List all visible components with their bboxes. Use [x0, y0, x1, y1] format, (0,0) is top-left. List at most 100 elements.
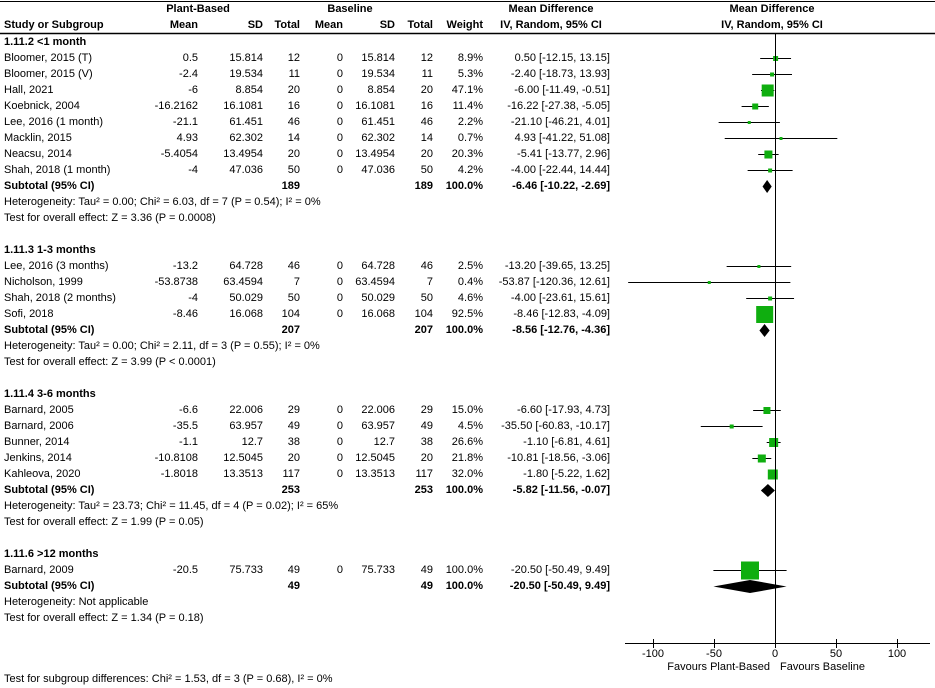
n2-cell: 46: [420, 260, 433, 272]
group-title: 1.11.6 >12 months: [4, 548, 99, 560]
sd2-cell: 64.728: [361, 260, 395, 272]
sd1-cell: 63.4594: [223, 276, 263, 288]
study-row: Sofi, 2018 -8.46 16.068 104 0 16.068 104 92.5% -…: [0, 306, 935, 322]
weight-cell: 2.2%: [457, 116, 483, 128]
mean2-cell: 0: [336, 68, 343, 80]
mean2-cell: 0: [336, 260, 343, 272]
mean1-cell: -1.8018: [160, 468, 198, 480]
effect-test-row: Test for overall effect: Z = 3.36 (P = 0…: [0, 210, 935, 226]
axis-tick-label: -50: [706, 648, 722, 660]
effect-test-row: Test for overall effect: Z = 1.34 (P = 0…: [0, 610, 935, 626]
heterogeneity-text: Heterogeneity: Not applicable: [4, 596, 149, 608]
sd1-cell: 12.5045: [223, 452, 263, 464]
weight-cell: 100.0%: [445, 324, 483, 336]
n1-cell: 14: [287, 132, 300, 144]
mean1-cell: -13.2: [172, 260, 198, 272]
study-name-cell: Lee, 2016 (1 month): [4, 116, 104, 128]
weight-cell: 100.0%: [445, 484, 483, 496]
study-row: Bloomer, 2015 (V) -2.4 19.534 11 0 19.534 11 5.…: [0, 66, 935, 82]
study-name-cell: Koebnick, 2004: [4, 100, 80, 112]
sd1-cell: 75.733: [229, 564, 263, 576]
n1-cell: 207: [281, 324, 300, 336]
mean2-cell: 0: [336, 116, 343, 128]
n1-cell: 20: [287, 84, 300, 96]
study-name-cell: Lee, 2016 (3 months): [4, 260, 109, 272]
weight-cell: 0.7%: [457, 132, 483, 144]
favours-right-label: Favours Baseline: [780, 661, 865, 673]
group-title-row: 1.11.2 <1 month: [0, 34, 935, 50]
weight-cell: 20.3%: [451, 148, 483, 160]
ci-cell: -5.82 [-11.56, -0.07]: [512, 484, 610, 496]
study-name-cell: Jenkins, 2014: [4, 452, 72, 464]
sd1-cell: 15.814: [229, 52, 263, 64]
axis-tick-label: 50: [829, 648, 843, 660]
mean1-cell: -21.1: [172, 116, 198, 128]
weight-cell: 4.5%: [457, 420, 483, 432]
subtotal-label: Subtotal (95% CI): [4, 324, 95, 336]
study-row: Macklin, 2015 4.93 62.302 14 0 62.302 14 0.7% 4.…: [0, 130, 935, 146]
sd1-cell: 64.728: [229, 260, 263, 272]
effect-test-text: Test for overall effect: Z = 1.34 (P = 0…: [4, 612, 204, 624]
sd2-cell: 13.4954: [355, 148, 395, 160]
ci-cell: -5.41 [-13.77, 2.96]: [517, 148, 610, 160]
n1-cell: 16: [287, 100, 300, 112]
n1-cell: 253: [281, 484, 300, 496]
ci-cell: -21.10 [-46.21, 4.01]: [510, 116, 610, 128]
study-name-cell: Barnard, 2006: [4, 420, 74, 432]
n2-cell: 207: [414, 324, 433, 336]
study-row: Koebnick, 2004 -16.2162 16.1081 16 0 16.1081 1…: [0, 98, 935, 114]
group-title-row: 1.11.3 1-3 months: [0, 242, 935, 258]
mean1-cell: -6: [188, 84, 198, 96]
mean2-cell: 0: [336, 84, 343, 96]
n1-cell: 117: [282, 468, 300, 480]
study-row: Lee, 2016 (1 month) -21.1 61.451 46 0 61.451 4…: [0, 114, 935, 130]
axis-tick-label: -100: [641, 648, 665, 660]
subtotal-label: Subtotal (95% CI): [4, 580, 95, 592]
study-row: Barnard, 2005 -6.6 22.006 29 0 22.006 29 15.0% -…: [0, 402, 935, 418]
col-total2-header: Total: [407, 19, 433, 31]
mean2-cell: 0: [336, 420, 343, 432]
n1-cell: 20: [287, 148, 300, 160]
heterogeneity-text: Heterogeneity: Tau² = 23.73; Chi² = 11.4…: [4, 500, 339, 512]
n2-cell: 16: [420, 100, 433, 112]
weight-cell: 32.0%: [451, 468, 483, 480]
study-row: Shah, 2018 (1 month) -4 47.036 50 0 47.036 50 4…: [0, 162, 935, 178]
sd2-cell: 63.4594: [355, 276, 395, 288]
weight-cell: 100.0%: [445, 180, 483, 192]
n1-cell: 50: [287, 164, 300, 176]
study-name-cell: Bunner, 2014: [4, 436, 70, 448]
mean1-cell: -4: [188, 164, 198, 176]
weight-cell: 2.5%: [457, 260, 483, 272]
effect-test-text: Test for overall effect: Z = 3.99 (P < 0…: [4, 356, 216, 368]
axis-tick-label: 100: [887, 648, 907, 660]
sd1-cell: 8.854: [235, 84, 263, 96]
subtotal-label: Subtotal (95% CI): [4, 484, 95, 496]
sd1-cell: 62.302: [229, 132, 263, 144]
study-name-cell: Shah, 2018 (2 months): [4, 292, 116, 304]
mean2-cell: 0: [336, 436, 343, 448]
ci-cell: -20.50 [-50.49, 9.49]: [510, 564, 610, 576]
n1-cell: 49: [287, 564, 300, 576]
sd2-cell: 22.006: [361, 404, 395, 416]
subtotal-row: Subtotal (95% CI) 49 49 100.0% -20.50 [-50.4…: [0, 578, 935, 594]
group-title-row: 1.11.4 3-6 months: [0, 386, 935, 402]
ci-cell: -10.81 [-18.56, -3.06]: [507, 452, 610, 464]
group2-header: Baseline: [327, 3, 373, 15]
study-name-cell: Nicholson, 1999: [4, 276, 83, 288]
sd2-cell: 16.1081: [355, 100, 395, 112]
weight-cell: 5.3%: [457, 68, 483, 80]
weight-cell: 15.0%: [451, 404, 483, 416]
study-row: Bloomer, 2015 (T) 0.5 15.814 12 0 15.814 12 8.9…: [0, 50, 935, 66]
study-row: Jenkins, 2014 -10.8108 12.5045 20 0 12.5045 20…: [0, 450, 935, 466]
col-weight-header: Weight: [446, 19, 483, 31]
mean2-cell: 0: [336, 452, 343, 464]
effect-test-row: Test for overall effect: Z = 1.99 (P = 0…: [0, 514, 935, 530]
ci-cell: -6.00 [-11.49, -0.51]: [514, 84, 610, 96]
md-right-header: Mean Difference: [729, 3, 815, 15]
mean1-cell: -16.2162: [154, 100, 198, 112]
study-name-cell: Hall, 2021: [4, 84, 54, 96]
n2-cell: 7: [426, 276, 433, 288]
n2-cell: 11: [421, 68, 433, 80]
sd2-cell: 15.814: [361, 52, 395, 64]
weight-cell: 8.9%: [457, 52, 483, 64]
